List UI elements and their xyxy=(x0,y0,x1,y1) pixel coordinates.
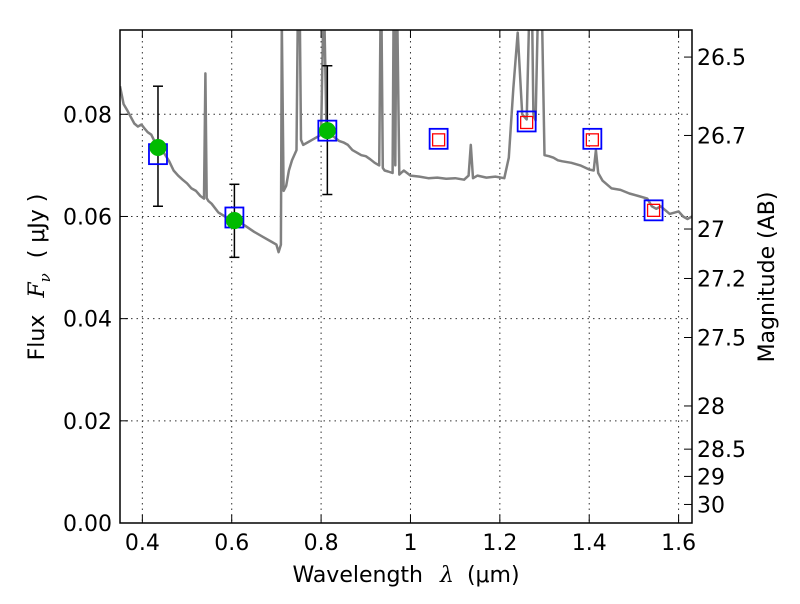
x-tick-label: 1.6 xyxy=(661,531,696,556)
observed-flux-point xyxy=(149,139,167,157)
sed-model-spectrum-line xyxy=(120,30,692,254)
y-axis-variable-subscript: ν xyxy=(36,273,54,282)
model-band-flux-marker xyxy=(582,127,603,150)
observed-flux-point xyxy=(318,122,336,140)
x-tick-label: 0.8 xyxy=(304,531,339,556)
magnitude-tick-label: 27.5 xyxy=(697,327,746,352)
magnitude-tick-label: 28 xyxy=(697,395,725,420)
magnitude-tick-label: 29 xyxy=(697,465,725,490)
upper-limit-marker xyxy=(646,203,661,217)
axis-ticks: 0.4 0.6 0.8 1 1.2 1.4 1.6 0.00 0.02 0.04 0.06 0.08 2… xyxy=(63,30,746,556)
observed-flux-point xyxy=(225,212,243,230)
upper-limit-marker xyxy=(585,133,599,147)
y-axis-title-text: Flux xyxy=(25,315,50,361)
y-tick-label: 0.02 xyxy=(63,410,112,435)
model-band-flux-marker xyxy=(317,119,338,142)
x-tick-label: 0.4 xyxy=(125,531,160,556)
y-axis-title: Flux Fν ( μJy ) xyxy=(25,194,56,361)
y-tick-label: 0.06 xyxy=(63,205,112,230)
plot-area xyxy=(120,30,692,259)
magnitude-tick-label: 27 xyxy=(697,218,725,243)
model-band-flux-marker xyxy=(643,199,664,222)
x-tick-label: 1 xyxy=(403,531,417,556)
model-band-flux-marker xyxy=(516,110,537,133)
upper-limit-marker xyxy=(520,115,534,130)
plot-frame xyxy=(119,29,693,524)
magnitude-tick-label: 28.5 xyxy=(697,438,746,463)
x-axis-variable: λ xyxy=(439,563,454,588)
y-tick-label: 0.04 xyxy=(63,308,112,333)
magnitude-tick-label: 27.2 xyxy=(697,267,746,292)
x-axis-unit: (μm) xyxy=(467,563,520,588)
y-tick-label: 0.08 xyxy=(63,103,112,128)
y-axis-unit: ( μJy ) xyxy=(25,194,50,259)
upper-limit-marker xyxy=(431,133,446,147)
magnitude-tick-label: 26.7 xyxy=(697,124,746,149)
x-axis-title: Wavelength λ (μm) xyxy=(292,563,519,588)
magnitude-tick-label: 30 xyxy=(697,493,725,518)
x-tick-label: 1.4 xyxy=(572,531,607,556)
y-tick-label: 0.00 xyxy=(63,512,112,537)
magnitude-axis-title: Magnitude (AB) xyxy=(755,192,780,363)
x-tick-label: 0.6 xyxy=(214,531,249,556)
magnitude-tick-label: 26.5 xyxy=(697,46,746,71)
model-band-flux-marker xyxy=(428,127,449,150)
x-tick-label: 1.2 xyxy=(482,531,517,556)
x-axis-title-text: Wavelength xyxy=(292,563,423,588)
y-axis-variable: F xyxy=(25,282,50,299)
